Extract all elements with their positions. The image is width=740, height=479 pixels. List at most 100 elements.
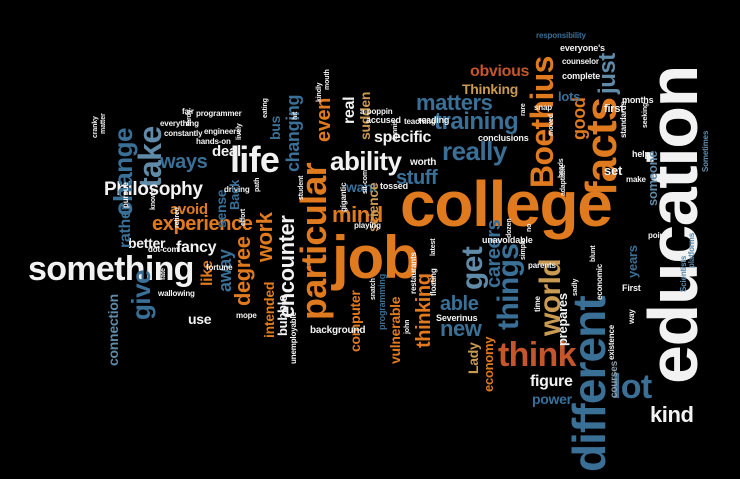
word-hit: hit [292,111,299,120]
word-rather: rather [117,204,134,248]
word-programmer: programmer [196,109,242,118]
word-reading: reading [418,115,450,125]
word-seeking: seeking [642,102,649,128]
word-fair: fair [182,107,194,116]
word-no: no [526,223,533,232]
word-platforms: platforms [687,232,696,268]
word-existence: existence [607,324,616,360]
word-conclusions: conclusions [478,133,529,143]
word-courses: courses [609,361,620,398]
word-way: way [627,309,636,324]
word-think: think [498,336,577,374]
word-power: power [532,391,572,407]
word-heads: heads [558,158,565,178]
word-pursue: pursue [121,182,130,208]
word-economic: economic [595,263,604,300]
word-moved: moved [548,114,555,136]
word-new: new [440,316,482,341]
word-counselor: counselor [562,57,599,66]
word-lots: lots [558,89,581,104]
word-Thinking: Thinking [462,81,519,97]
word-job: job [332,224,420,291]
word-wallowing: wallowing [158,289,195,298]
word-mouth: mouth [324,69,331,90]
word-engineers: engineers [204,127,241,136]
word-specific: specific [374,129,432,146]
word-Back: Back [227,179,242,210]
word-mind: mind [332,202,383,227]
word-life: life [230,139,280,180]
word-prepares: prepares [555,293,570,346]
word-use: use [188,311,212,327]
word-tossed: tossed [380,181,408,191]
word-ways: ways [160,151,208,173]
word-able: able [440,293,479,315]
word-unemployable: unemployable [289,312,298,364]
word-sitcom: sit-com [362,170,369,194]
word-path: path [254,177,261,192]
word-blunt: blunt [590,245,597,262]
word-Lady: Lady [465,342,481,374]
word-tennis: tennis [392,120,399,140]
word-worth: worth [410,157,437,168]
word-fortune: fortune [206,263,233,272]
word-background: background [310,325,366,336]
word-better: better [128,235,166,251]
word-matter: matter [100,113,107,134]
word-lot: lot [612,368,652,406]
word-college: college [400,168,613,240]
word-dotcom: dot-com [148,245,179,254]
word-accused: accused [366,115,401,125]
word-first-top: first [604,103,624,115]
word-complete: complete [562,71,601,81]
word-set: set [604,163,623,178]
word-someone: someone [645,150,660,206]
word-bubble: bubble [275,294,290,336]
word-training: training [434,108,519,135]
word-want: want [346,179,377,195]
word-tardy: tardy [186,109,193,126]
word-playing: playing [354,221,381,230]
word-fate: fate [160,268,167,280]
word-years: years [625,245,640,278]
word-real: real [341,96,358,124]
word-months: months [622,95,654,105]
word-stuff: stuff [396,167,438,189]
word-knows: knows [150,188,157,210]
word-fancy: fancy [176,239,217,256]
word-help: help [632,149,650,159]
word-obvious: obvious [470,63,530,80]
word-programming: programming [377,273,387,330]
word-driving: driving [224,185,250,194]
word-sense: sense [213,189,229,228]
word-kind: kind [650,402,694,427]
word-economy: economy [481,336,496,392]
word-cranky: cranky [92,116,99,138]
word-matters: matters [416,90,493,115]
word-everything: everything [160,119,199,128]
word-snatch: snatch [370,278,377,300]
word-retired: retired [174,207,181,228]
word-gigantic: gigantic [339,182,348,212]
word-something: something [28,250,194,288]
word-careers: careers [483,219,505,288]
word-give: give [126,270,156,320]
word-time: time [533,296,542,312]
word-unavoidable: unavoidable [482,235,533,245]
word-point: point [648,231,667,240]
word-ability: ability [330,146,402,176]
word-parents: parents [528,261,556,270]
word-make: make [626,175,646,184]
word-Scientists: Scientists [679,255,688,292]
word-effort: effort [240,208,247,226]
word-lively: lively [236,123,243,140]
word-floating: floating [429,268,438,296]
word-Severinus: Severinus [436,313,478,323]
word-vulnerable: vulnerable [387,296,403,364]
word-simple: simple [520,238,527,260]
word-john: john [404,319,411,334]
word-computer: computer [347,290,363,352]
word-latest: latest [430,238,437,256]
word-connection: connection [105,294,121,366]
